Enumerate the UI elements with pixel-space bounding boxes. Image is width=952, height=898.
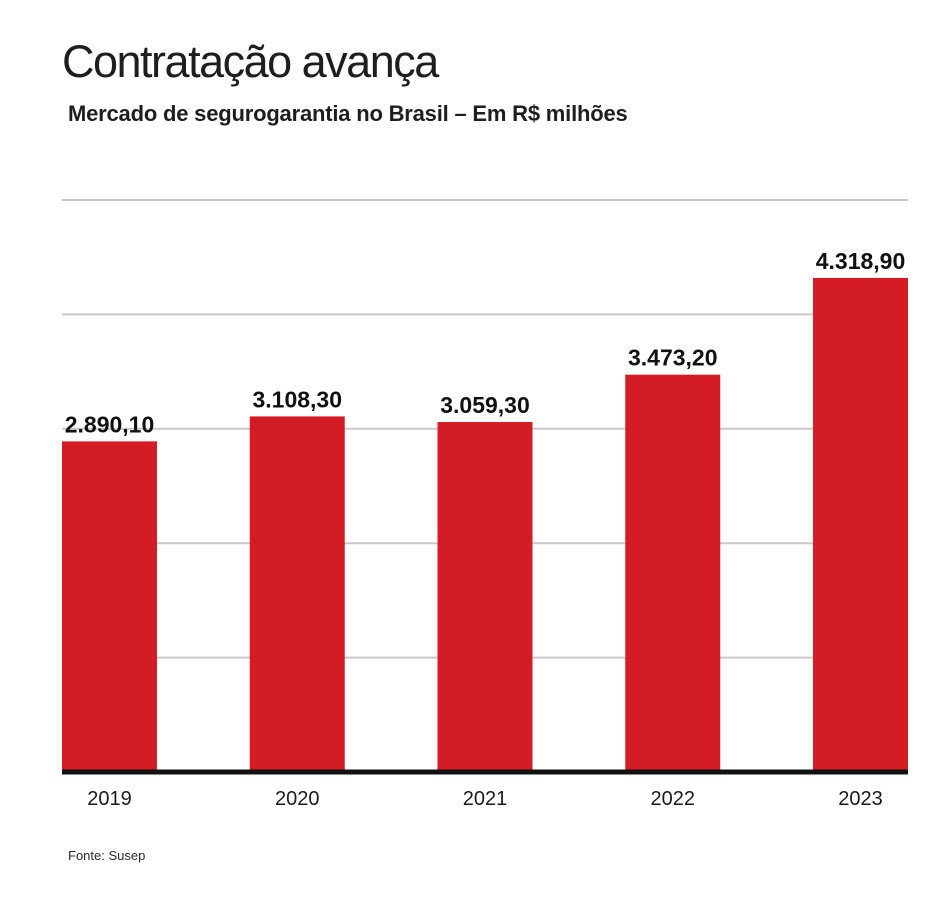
category-label-2022: 2022 — [651, 788, 696, 810]
category-label-2021: 2021 — [463, 788, 508, 810]
source-note: Fonte: Susep — [68, 848, 146, 863]
category-label-2020: 2020 — [275, 788, 320, 810]
bar-2022 — [625, 374, 721, 772]
chart-subtitle: Mercado de segurogarantia no Brasil – Em… — [68, 101, 628, 126]
category-label-2023: 2023 — [838, 788, 883, 810]
bar-2020 — [249, 416, 345, 772]
x-axis: 2019 2020 2021 2022 2023 — [62, 769, 908, 810]
value-label-2022: 3.473,20 — [628, 345, 718, 371]
bar-2023 — [813, 277, 908, 772]
value-label-2023: 4.318,90 — [816, 248, 906, 274]
chart-title: Contratação avança — [62, 36, 439, 87]
value-label-2019: 2.890,10 — [65, 411, 155, 437]
category-label-2019: 2019 — [87, 788, 132, 810]
bars — [62, 277, 908, 772]
value-labels: 2.890,10 3.108,30 3.059,30 3.473,20 4.318,90 — [65, 248, 906, 437]
value-label-2021: 3.059,30 — [440, 392, 530, 418]
bar-2019 — [62, 441, 157, 772]
bar-2021 — [437, 422, 533, 772]
value-label-2020: 3.108,30 — [252, 386, 342, 412]
